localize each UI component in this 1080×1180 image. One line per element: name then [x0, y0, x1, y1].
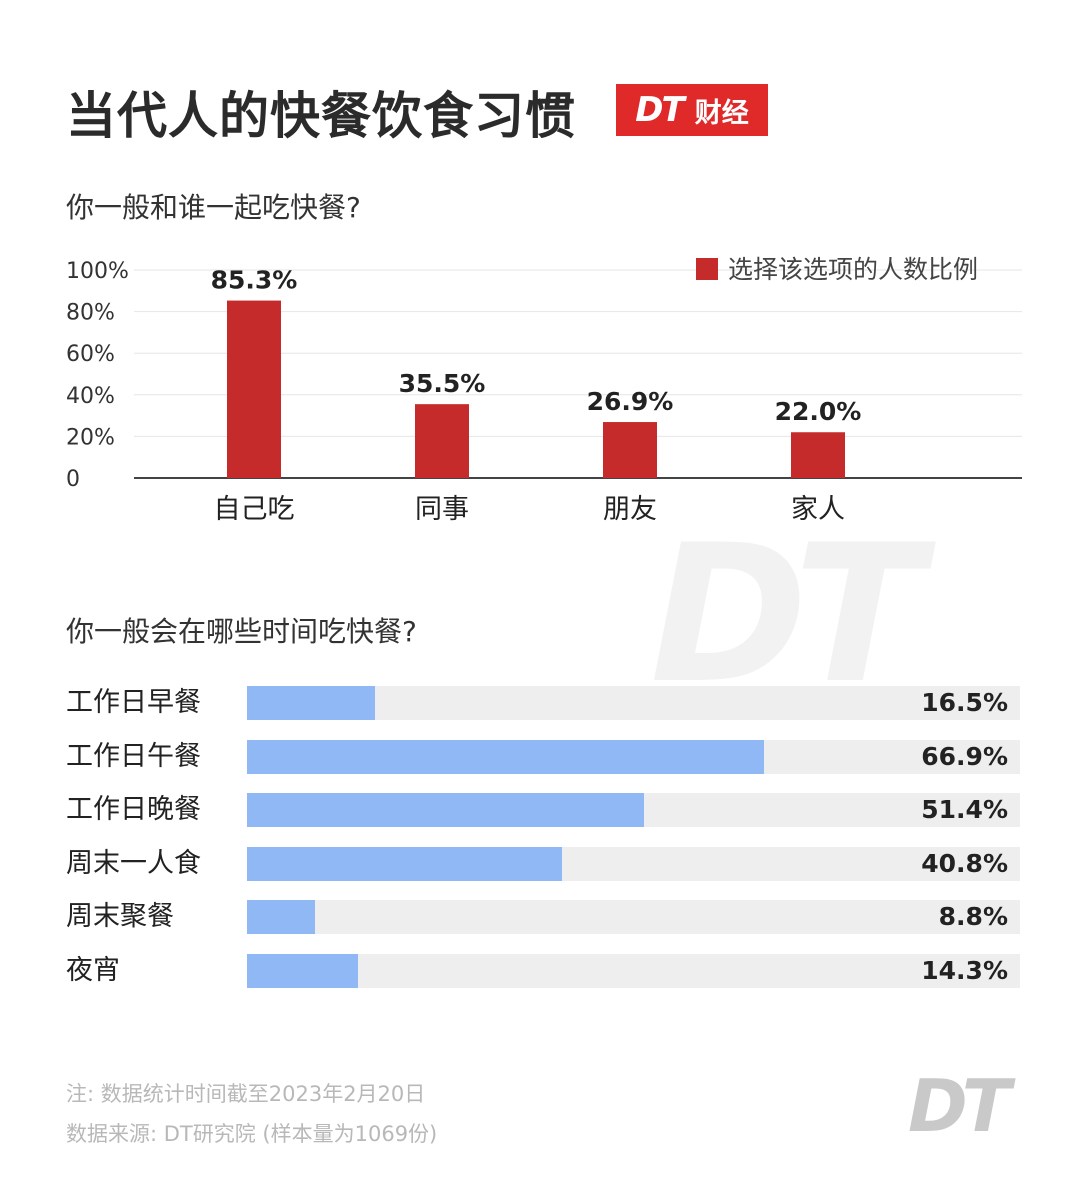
hbar-track: 40.8%	[247, 846, 1020, 881]
x-category-label: 自己吃	[214, 494, 295, 525]
dt-watermark: DT	[650, 504, 923, 725]
hbar-value-label: 8.8%	[938, 902, 1008, 932]
y-tick-label: 40%	[66, 384, 115, 409]
legend-label: 选择该选项的人数比例	[728, 255, 978, 284]
bar	[791, 432, 845, 478]
hbar-category-label: 周末一人食	[66, 847, 201, 879]
hbar-track: 8.8%	[247, 900, 1020, 935]
bar	[227, 300, 281, 478]
hbar-fill	[247, 954, 358, 988]
dt-logo: DT	[908, 1064, 1011, 1148]
bar-value-label: 35.5%	[399, 369, 486, 398]
bar	[603, 422, 657, 478]
hbar-row: 周末聚餐 8.8%	[0, 900, 1080, 935]
y-tick-label: 80%	[66, 301, 115, 326]
y-tick-label: 100%	[66, 259, 129, 284]
bar-value-label: 85.3%	[211, 266, 298, 295]
hbar-track: 16.5%	[247, 686, 1020, 720]
chart1-title: 你一般和谁一起吃快餐?	[66, 191, 361, 224]
hbar-value-label: 40.8%	[921, 848, 1008, 878]
hbar-category-label: 周末聚餐	[66, 901, 174, 933]
y-tick-label: 60%	[66, 342, 115, 367]
hbar-value-label: 16.5%	[921, 688, 1008, 717]
hbar-value-label: 14.3%	[921, 956, 1008, 985]
bar-value-label: 22.0%	[775, 397, 862, 426]
x-category-label: 朋友	[603, 494, 657, 525]
hbar-track: 51.4%	[247, 793, 1020, 828]
footnote-source: 数据来源: DT研究院 (样本量为1069份)	[66, 1122, 438, 1146]
hbar-row: 周末一人食 40.8%	[0, 846, 1080, 881]
hbar-fill	[247, 739, 765, 774]
footnote-date: 注: 数据统计时间截至2023年2月20日	[66, 1082, 426, 1106]
bar	[415, 404, 469, 478]
hbar-category-label: 工作日午餐	[66, 740, 201, 772]
hbar-value-label: 51.4%	[921, 795, 1008, 825]
x-category-label: 家人	[791, 494, 845, 525]
hbar-category-label: 夜宵	[66, 955, 120, 986]
hbar-row: 夜宵 14.3%	[0, 954, 1080, 988]
hbar-row: 工作日晚餐 51.4%	[0, 793, 1080, 828]
brand-badge: DT 财经	[616, 84, 768, 136]
hbar-fill	[247, 846, 563, 881]
hbar-fill	[247, 900, 316, 935]
hbar-track: 14.3%	[247, 954, 1020, 988]
companion-bar-chart: 0 20% 40% 60% 80% 100% 85.3% 自己吃 35.5% 同事 26.9% 朋友 2…	[66, 255, 1022, 525]
y-tick-label: 20%	[66, 425, 115, 450]
hbar-fill	[247, 793, 645, 828]
chart2-title: 你一般会在哪些时间吃快餐?	[66, 615, 417, 648]
hbar-row: 工作日早餐 16.5%	[0, 686, 1080, 720]
y-tick-label: 0	[66, 467, 80, 492]
brand-name-text: 财经	[694, 97, 749, 129]
legend-swatch	[696, 258, 718, 280]
hbar-value-label: 66.9%	[921, 741, 1008, 771]
hbar-track: 66.9%	[247, 739, 1020, 774]
hbar-category-label: 工作日早餐	[66, 687, 201, 718]
x-category-label: 同事	[415, 494, 469, 525]
bar-value-label: 26.9%	[587, 387, 674, 416]
hbar-fill	[247, 686, 375, 720]
hbar-row: 工作日午餐 66.9%	[0, 739, 1080, 774]
hbar-category-label: 工作日晚餐	[66, 794, 201, 826]
brand-dt-text: DT	[635, 90, 684, 130]
page-title: 当代人的快餐饮食习惯	[66, 87, 576, 145]
